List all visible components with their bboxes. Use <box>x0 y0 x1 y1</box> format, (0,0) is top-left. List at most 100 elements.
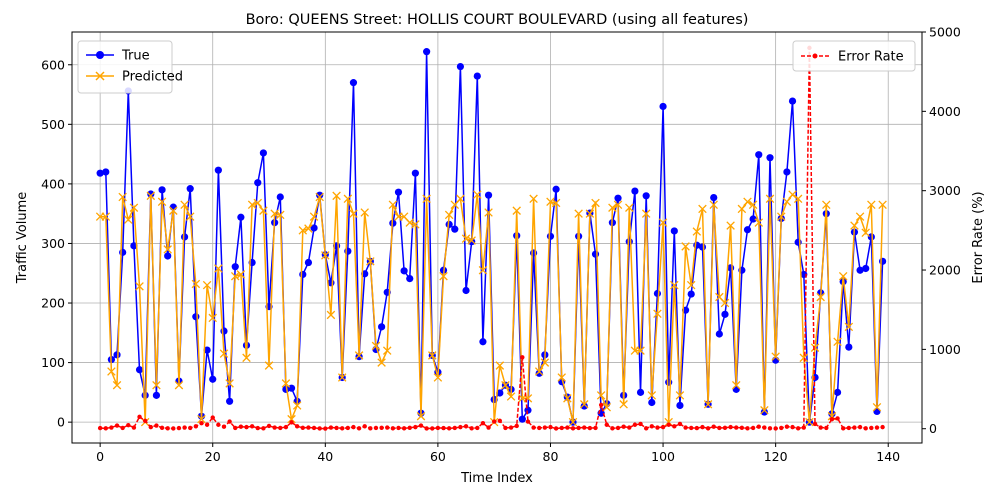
predicted-point <box>771 352 780 361</box>
error-point <box>165 426 170 431</box>
error-point <box>469 426 474 431</box>
true-point <box>670 227 678 235</box>
y-tick-label: 600 <box>41 57 65 72</box>
error-point <box>508 425 514 430</box>
error-point <box>103 426 108 431</box>
error-point <box>863 426 868 431</box>
predicted-point <box>422 194 431 204</box>
predicted-point <box>315 192 324 202</box>
error-point <box>227 419 232 424</box>
error-point <box>531 425 536 430</box>
predicted-point <box>709 200 718 209</box>
predicted-point <box>636 346 645 355</box>
error-point <box>351 424 356 430</box>
error-point <box>120 425 125 431</box>
error-point <box>255 425 260 431</box>
true-point <box>411 169 419 177</box>
error-point <box>261 426 266 431</box>
true-point <box>535 369 543 377</box>
predicted-point <box>574 209 583 218</box>
y-tick-label: 0 <box>57 415 65 430</box>
predicted-point <box>557 373 566 382</box>
true-point <box>147 190 155 198</box>
true-point <box>102 168 110 176</box>
true-point <box>344 247 352 255</box>
predicted-point <box>861 228 870 237</box>
true-point <box>119 248 127 256</box>
error-point <box>182 425 187 430</box>
true-point <box>254 179 262 187</box>
predicted-point <box>276 210 285 220</box>
error-point <box>497 418 503 423</box>
legend-true-marker <box>96 51 104 59</box>
predicted-point <box>855 212 865 221</box>
predicted-point <box>197 414 206 424</box>
predicted-point <box>202 280 212 290</box>
predicted-point <box>506 392 516 401</box>
error-point <box>283 424 289 430</box>
predicted-point <box>225 379 234 388</box>
x-tick-label: 0 <box>96 449 104 464</box>
predicted-point <box>157 197 167 207</box>
predicted-point <box>619 400 628 409</box>
error-point <box>249 424 255 429</box>
error-point <box>452 425 457 431</box>
error-point <box>700 424 705 430</box>
true-point <box>423 48 431 56</box>
error-point <box>379 425 384 430</box>
error-point <box>553 426 559 431</box>
error-point <box>677 421 683 427</box>
error-point <box>767 426 773 431</box>
predicted-point <box>416 411 426 421</box>
error-point <box>525 419 531 424</box>
error-point <box>407 425 412 430</box>
predicted-point <box>484 208 493 217</box>
true-point <box>642 192 650 200</box>
true-point <box>406 275 414 283</box>
error-point <box>846 425 852 431</box>
error-point <box>480 420 486 426</box>
error-point <box>188 425 193 431</box>
error-point <box>784 424 790 429</box>
error-point <box>435 425 441 431</box>
predicted-point <box>782 197 792 207</box>
error-point <box>812 421 818 427</box>
predicted-point <box>878 200 887 209</box>
predicted-point <box>765 194 775 204</box>
predicted-point <box>512 206 521 215</box>
error-point <box>829 416 835 422</box>
error-point <box>503 425 508 431</box>
error-point <box>430 426 435 431</box>
error-point <box>852 425 857 430</box>
error-point <box>649 424 655 429</box>
predicted-point <box>838 271 848 281</box>
predicted-point <box>101 212 111 221</box>
true-point <box>237 213 245 221</box>
predicted-point <box>501 380 510 390</box>
predicted-point <box>191 279 201 289</box>
predicted-point <box>371 341 381 351</box>
legend-true-label: True <box>121 49 150 64</box>
predicted-point <box>349 209 358 218</box>
true-point <box>878 257 887 265</box>
true-point <box>518 415 526 423</box>
true-point <box>180 233 189 241</box>
y2-axis-label: Error Rate (%) <box>971 191 986 283</box>
y2-tick-label: 3000 <box>929 183 961 198</box>
error-point <box>638 421 643 427</box>
error-point <box>835 416 840 421</box>
predicted-point <box>146 191 156 201</box>
predicted-point <box>259 206 268 215</box>
predicted-point <box>585 209 595 218</box>
predicted-point <box>872 403 882 412</box>
true-point <box>164 252 172 260</box>
error-point <box>441 425 446 431</box>
error-point <box>463 424 469 429</box>
true-point <box>755 151 763 159</box>
y-tick-label: 400 <box>41 176 65 191</box>
true-point <box>665 378 673 386</box>
error-point <box>390 426 396 431</box>
error-point <box>306 425 311 430</box>
y2-tick-label: 2000 <box>929 263 961 278</box>
predicted-point <box>214 264 223 273</box>
